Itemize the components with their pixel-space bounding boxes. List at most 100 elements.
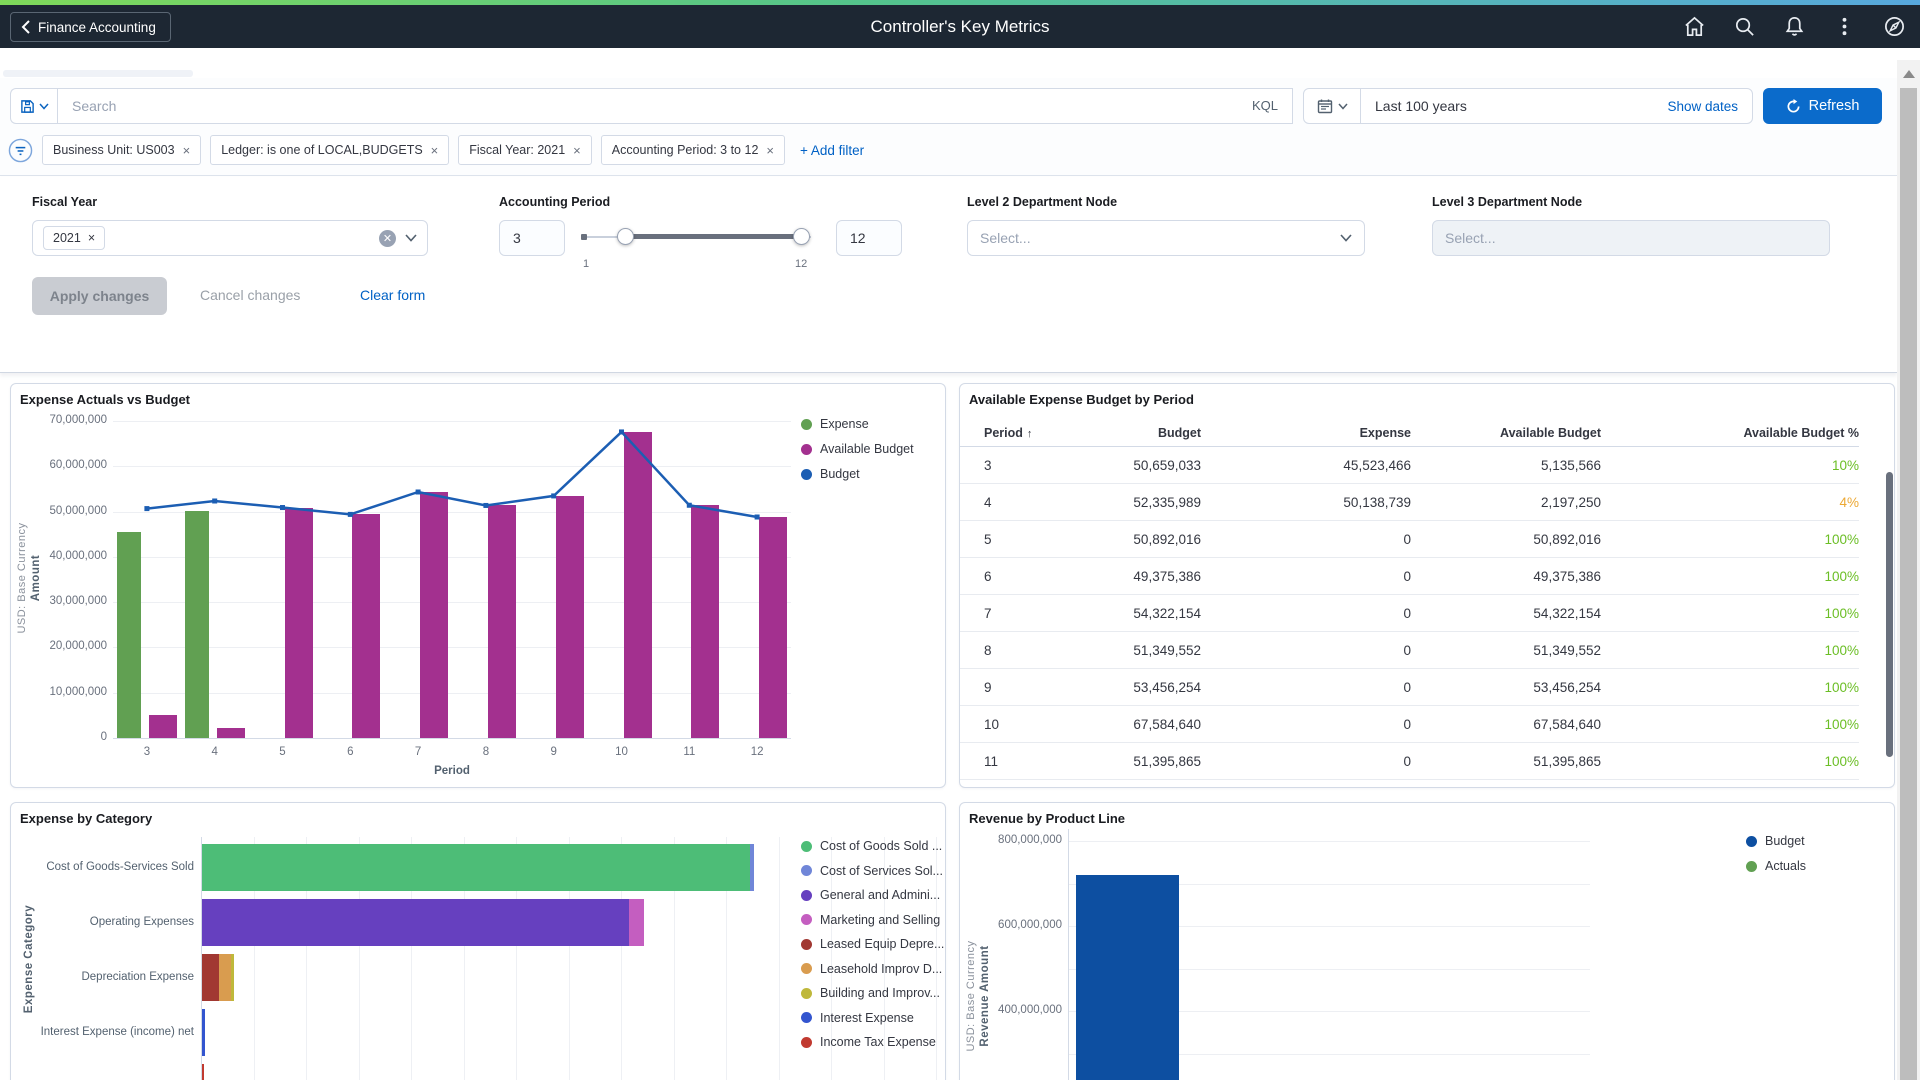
cancel-changes-button[interactable]: Cancel changes	[200, 287, 301, 303]
y-axis-title: USD: Base Currency Amount	[16, 521, 42, 634]
column-header-expense[interactable]: Expense	[1359, 425, 1411, 440]
legend-item[interactable]: Actuals	[1746, 859, 1806, 873]
slider-handle-to[interactable]	[793, 228, 810, 245]
stacked-bar-segment	[202, 844, 751, 891]
home-icon[interactable]	[1683, 15, 1706, 38]
legend-item[interactable]: Cost of Services Sol...	[801, 864, 943, 878]
level2-node-select[interactable]: Select...	[967, 220, 1365, 256]
x-tick-label: 7	[414, 746, 422, 758]
panel-title: Expense Actuals vs Budget	[20, 392, 191, 407]
search-icon[interactable]	[1733, 15, 1756, 38]
table-cell: 53,456,254	[1533, 679, 1601, 695]
chevron-left-icon	[21, 20, 30, 34]
legend-dot-icon	[1746, 835, 1757, 847]
close-icon[interactable]: ×	[87, 231, 96, 245]
legend-dot-icon	[801, 1012, 812, 1023]
legend-item[interactable]: Marketing and Selling	[801, 913, 940, 927]
legend-item[interactable]: Building and Improv...	[801, 986, 940, 1000]
refresh-button[interactable]: Refresh	[1763, 88, 1882, 124]
panel-available-expense-budget-table: Available Expense Budget by Period Perio…	[959, 383, 1895, 788]
legend-label: Income Tax Expense	[820, 1035, 936, 1049]
filter-pill[interactable]: Accounting Period: 3 to 12 ×	[600, 135, 785, 165]
filter-pill[interactable]: Business Unit: US003 ×	[42, 135, 202, 165]
table-cell: 7	[984, 605, 992, 621]
show-dates-link[interactable]: Show dates	[1667, 98, 1738, 114]
filter-pill[interactable]: Fiscal Year: 2021 ×	[458, 135, 592, 165]
table-scrollbar-thumb[interactable]	[1886, 472, 1893, 757]
panel-title: Expense by Category	[20, 811, 153, 826]
legend-item[interactable]: Leasehold Improv D...	[801, 962, 942, 976]
table-cell: 9	[984, 679, 992, 695]
query-bar: KQL	[10, 88, 1293, 124]
stacked-bar-segment	[750, 844, 755, 891]
date-range-value[interactable]: Last 100 years	[1375, 98, 1467, 114]
x-tick-label: 9	[550, 746, 557, 758]
table-cell: 100%	[1824, 605, 1859, 621]
notifications-bell-icon[interactable]	[1783, 15, 1806, 38]
category-label: Cost of Goods-Services Sold	[46, 860, 194, 873]
close-icon[interactable]: ×	[573, 142, 581, 158]
calendar-menu-button[interactable]	[1304, 89, 1361, 123]
kebab-menu-icon[interactable]	[1833, 15, 1856, 38]
page-scrollbar[interactable]	[1897, 60, 1920, 1080]
filter-pill[interactable]: Ledger: is one of LOCAL,BUDGETS ×	[210, 135, 450, 165]
legend-item[interactable]: Income Tax Expense	[801, 1035, 936, 1049]
legend-item[interactable]: Budget	[801, 467, 860, 481]
legend-item[interactable]: Available Budget	[801, 442, 914, 456]
accounting-period-to-input[interactable]	[836, 220, 902, 256]
legend-item[interactable]: Leased Equip Depre...	[801, 937, 944, 951]
legend-label: Leasehold Improv D...	[820, 961, 943, 976]
fiscal-year-combobox[interactable]: 2021 × ✕	[32, 220, 428, 256]
table-row: 11 51,395,865 0 51,395,865 100%	[960, 743, 1859, 780]
apply-changes-button[interactable]: Apply changes	[32, 277, 167, 315]
gridline	[1068, 968, 1590, 970]
close-icon[interactable]: ×	[182, 142, 191, 158]
clear-selection-icon[interactable]: ✕	[379, 229, 396, 247]
search-input[interactable]	[58, 89, 1292, 123]
legend-dot-icon	[801, 840, 812, 852]
column-header-period[interactable]: Period ↑	[984, 425, 1033, 440]
slider-handle-from[interactable]	[617, 228, 634, 245]
fiscal-year-tag[interactable]: 2021 ×	[43, 226, 106, 250]
y-axis-title: Expense Category	[23, 904, 35, 1014]
saved-query-button[interactable]	[10, 88, 57, 124]
x-tick-label: 4	[211, 746, 218, 758]
gridline	[883, 837, 885, 1080]
gridline	[113, 511, 791, 513]
kql-toggle[interactable]: KQL	[1251, 98, 1278, 113]
close-icon[interactable]: ×	[430, 142, 439, 158]
gridline	[113, 556, 791, 558]
chevron-down-icon[interactable]	[405, 234, 417, 242]
legend-item[interactable]: Expense	[801, 417, 869, 431]
gridline	[516, 837, 517, 1080]
legend-item[interactable]: Cost of Goods Sold ...	[801, 839, 942, 853]
y-tick-label: 40,000,000	[49, 549, 107, 562]
table-cell: 100%	[1824, 568, 1859, 584]
add-filter-link[interactable]: + Add filter	[799, 142, 865, 158]
column-header-budget[interactable]: Budget	[1157, 425, 1201, 440]
legend-item[interactable]: General and Admini...	[801, 888, 940, 902]
legend-item[interactable]: Interest Expense	[801, 1011, 914, 1025]
legend-dot-icon	[801, 963, 812, 974]
top-gradient-strip	[0, 0, 1920, 5]
table-cell: 100%	[1824, 716, 1859, 732]
table-cell: 0	[1403, 568, 1411, 584]
table-cell: 51,349,552	[1133, 642, 1201, 658]
column-header-available-budget[interactable]: Available Budget	[1500, 425, 1601, 440]
accounting-period-from-input[interactable]	[499, 220, 565, 256]
scrollbar-up-arrow[interactable]	[1903, 70, 1915, 78]
level3-node-select[interactable]: Select...	[1432, 220, 1830, 256]
clear-form-link[interactable]: Clear form	[360, 287, 426, 303]
table-cell: 11	[984, 753, 999, 769]
scrollbar-thumb[interactable]	[1900, 88, 1917, 1080]
table-cell: 50,892,016	[1533, 531, 1601, 547]
close-icon[interactable]: ×	[766, 142, 774, 158]
category-label: Operating Expenses	[89, 915, 194, 928]
bar-available-budget	[420, 491, 449, 738]
filter-menu-icon[interactable]	[8, 138, 33, 163]
back-button[interactable]: Finance Accounting	[10, 12, 171, 42]
compass-icon[interactable]	[1883, 15, 1906, 38]
column-header-available-budget-[interactable]: Available Budget %	[1743, 425, 1859, 440]
legend-item[interactable]: Budget	[1746, 834, 1805, 848]
